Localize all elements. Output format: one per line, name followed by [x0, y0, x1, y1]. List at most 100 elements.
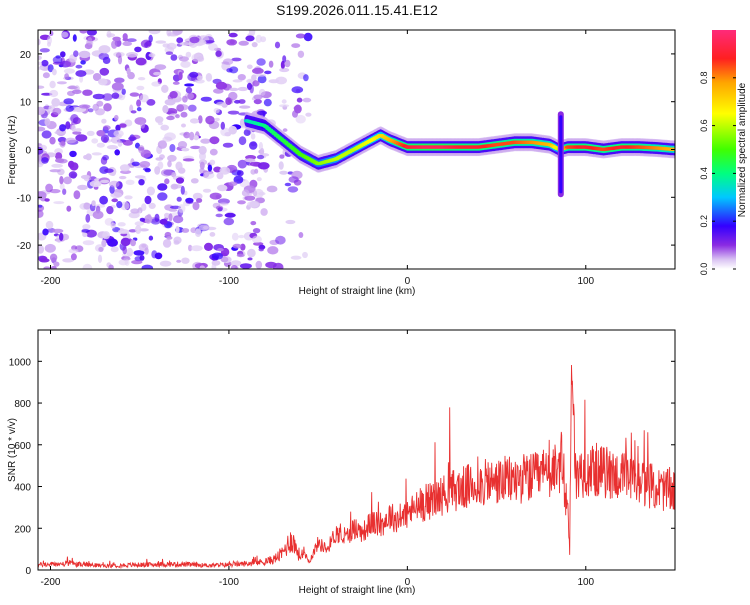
noise-blob [75, 128, 82, 132]
noise-blob [63, 98, 74, 105]
noise-blob [38, 126, 46, 132]
noise-blob [175, 177, 185, 184]
noise-blob [215, 50, 222, 57]
noise-blob [109, 180, 120, 188]
noise-blob [305, 112, 312, 117]
noise-blob [223, 217, 235, 226]
noise-blob [38, 106, 46, 115]
noise-blob [101, 118, 107, 124]
noise-blob [92, 93, 105, 100]
noise-blob [243, 129, 251, 136]
noise-blob [249, 141, 258, 150]
x-tick-label: -100 [219, 276, 239, 287]
noise-blob [160, 169, 173, 177]
x-tick-label: -200 [40, 577, 60, 588]
noise-blob [255, 260, 263, 269]
noise-blob [96, 130, 105, 137]
noise-blob [181, 257, 190, 264]
snr-panel: -200 -100 0 100 0 200 400 600 800 1000 Height of… [7, 329, 676, 596]
noise-blob [68, 248, 79, 254]
x-tick-label: -200 [40, 276, 60, 287]
noise-blob [194, 228, 202, 237]
noise-blob [82, 263, 93, 269]
noise-blob [78, 104, 91, 109]
colorbar-label: Normalized spectral amplitude [737, 82, 748, 217]
noise-blob [241, 189, 250, 197]
noise-blob [139, 228, 149, 232]
noise-blob [260, 147, 265, 155]
noise-blob [41, 157, 49, 164]
snr-x-ticks: -200 -100 0 100 [40, 330, 595, 588]
noise-blob [111, 82, 124, 91]
noise-blob [80, 60, 86, 65]
noise-blob [198, 115, 203, 124]
noise-blob [59, 183, 65, 190]
noise-blob [38, 204, 43, 208]
noise-blob [41, 59, 49, 67]
noise-blob [177, 141, 188, 149]
noise-blob [237, 159, 247, 169]
noise-blob [49, 80, 56, 89]
noise-blob [47, 64, 54, 73]
noise-blob [62, 258, 74, 263]
noise-blob [251, 42, 258, 48]
noise-blob [41, 130, 52, 139]
noise-blob [291, 43, 301, 48]
noise-blob [251, 235, 262, 244]
noise-blob [111, 92, 120, 99]
noise-blob [148, 34, 153, 43]
noise-blob [175, 225, 180, 234]
noise-blob [181, 147, 190, 152]
noise-blob [165, 108, 178, 116]
noise-blob [79, 30, 88, 34]
noise-blob [83, 202, 89, 210]
noise-blob [86, 30, 97, 36]
noise-blob [266, 185, 278, 193]
noise-blob [124, 119, 133, 127]
noise-blob [220, 121, 225, 130]
noise-blob [176, 259, 182, 263]
noise-blob [45, 220, 54, 229]
noise-blob [250, 133, 256, 140]
noise-blob [63, 68, 75, 74]
noise-blob [86, 130, 95, 136]
noise-blob [50, 266, 57, 269]
noise-blob [175, 161, 183, 171]
y-tick-label: 1000 [9, 357, 32, 368]
noise-blob [258, 88, 266, 97]
noise-blob [104, 168, 114, 173]
noise-blob [290, 255, 302, 260]
spectrogram-noise-layer [38, 30, 313, 269]
noise-blob [172, 81, 180, 85]
noise-blob [38, 146, 44, 155]
noise-blob [224, 212, 236, 218]
noise-blob [144, 214, 153, 224]
noise-blob [135, 225, 142, 234]
noise-blob [176, 104, 189, 111]
noise-blob [75, 70, 87, 77]
noise-blob [85, 153, 92, 161]
noise-blob [216, 101, 227, 106]
noise-blob [168, 213, 173, 222]
noise-blob [188, 104, 197, 112]
noise-blob [125, 179, 135, 185]
noise-blob [226, 39, 238, 46]
noise-blob [154, 213, 160, 222]
noise-blob [44, 118, 51, 126]
noise-blob [68, 171, 78, 179]
noise-blob [115, 133, 122, 139]
noise-blob [59, 141, 66, 148]
noise-blob [180, 60, 191, 68]
noise-blob [284, 182, 292, 187]
noise-blob [54, 130, 66, 135]
noise-blob [172, 215, 184, 224]
noise-blob [71, 124, 76, 132]
noise-blob [144, 168, 151, 173]
spectrogram-x-ticks: -200 -100 0 100 [40, 30, 595, 287]
noise-blob [65, 137, 77, 144]
noise-blob [102, 93, 113, 101]
noise-blob [239, 263, 252, 269]
noise-blob [189, 71, 199, 78]
colorbar-tick-label: 0.0 [699, 263, 709, 276]
